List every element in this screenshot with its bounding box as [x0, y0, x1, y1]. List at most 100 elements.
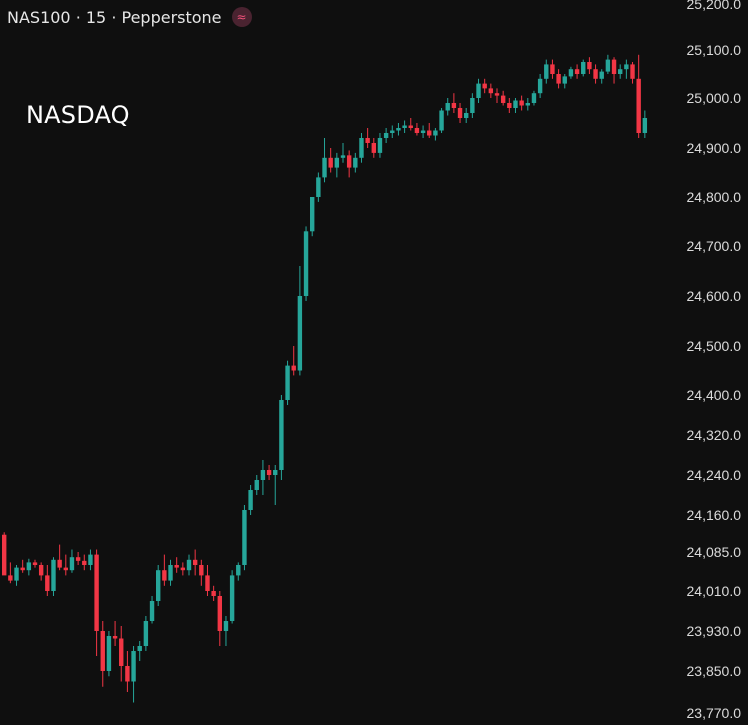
candle[interactable] — [51, 557, 56, 596]
candle[interactable] — [581, 59, 586, 77]
candle[interactable] — [408, 118, 413, 131]
candle[interactable] — [254, 475, 259, 495]
candle[interactable] — [82, 554, 87, 571]
candle[interactable] — [445, 98, 450, 116]
candle[interactable] — [464, 108, 469, 123]
candle[interactable] — [618, 64, 623, 79]
candle[interactable] — [340, 143, 346, 163]
candle[interactable] — [457, 103, 463, 123]
candle[interactable] — [186, 554, 192, 576]
candle[interactable] — [353, 152, 358, 173]
candle[interactable] — [156, 565, 161, 606]
candle[interactable] — [199, 559, 204, 586]
candle[interactable] — [599, 69, 604, 84]
candle[interactable] — [162, 554, 167, 586]
candle[interactable] — [125, 651, 130, 692]
candle[interactable] — [2, 532, 7, 576]
candle[interactable] — [217, 591, 222, 646]
candle[interactable] — [205, 565, 210, 596]
candle[interactable] — [488, 83, 494, 98]
candle[interactable] — [427, 123, 432, 138]
candle[interactable] — [168, 559, 173, 586]
candle[interactable] — [223, 616, 229, 646]
candle[interactable] — [297, 266, 303, 376]
candle[interactable] — [642, 110, 648, 139]
candle[interactable] — [303, 226, 309, 301]
candle[interactable] — [531, 90, 537, 106]
candle[interactable] — [605, 54, 611, 74]
candle[interactable] — [587, 57, 592, 74]
candle[interactable] — [525, 98, 530, 111]
candle[interactable] — [371, 138, 376, 158]
candle[interactable] — [100, 621, 105, 687]
candle[interactable] — [143, 616, 149, 651]
candle[interactable] — [568, 66, 574, 79]
candle[interactable] — [574, 64, 580, 79]
candle[interactable] — [20, 559, 25, 573]
candle[interactable] — [229, 570, 235, 624]
candle[interactable] — [550, 59, 555, 79]
candle[interactable] — [106, 631, 112, 677]
candle[interactable] — [174, 557, 179, 573]
candle[interactable] — [63, 554, 68, 576]
candle[interactable] — [439, 108, 444, 133]
candle[interactable] — [236, 562, 241, 581]
candle[interactable] — [636, 54, 641, 138]
candle[interactable] — [88, 549, 93, 571]
candle[interactable] — [32, 559, 38, 568]
candle[interactable] — [45, 565, 50, 596]
candle[interactable] — [328, 148, 333, 173]
candle[interactable] — [513, 98, 518, 113]
candle[interactable] — [242, 505, 247, 571]
candle[interactable] — [433, 128, 438, 141]
candle[interactable] — [624, 59, 629, 79]
candle[interactable] — [119, 626, 124, 682]
candle[interactable] — [414, 123, 420, 136]
candle[interactable] — [211, 585, 216, 601]
candle[interactable] — [470, 93, 475, 118]
candle[interactable] — [14, 565, 19, 586]
candle[interactable] — [402, 120, 407, 134]
candle[interactable] — [562, 74, 567, 89]
candle[interactable] — [149, 596, 155, 624]
candle[interactable] — [390, 125, 395, 139]
candle[interactable] — [494, 88, 500, 103]
exchange-badge-icon[interactable]: ≈ — [231, 7, 252, 27]
candle[interactable] — [377, 133, 383, 158]
candle[interactable] — [519, 95, 524, 111]
candle[interactable] — [482, 78, 487, 94]
candle[interactable] — [131, 646, 136, 703]
candle[interactable] — [420, 125, 426, 139]
candle[interactable] — [248, 485, 253, 515]
candle[interactable] — [507, 98, 512, 113]
candle[interactable] — [38, 562, 44, 581]
candle[interactable] — [137, 641, 142, 661]
candle[interactable] — [359, 133, 364, 163]
candle[interactable] — [260, 460, 266, 495]
candle[interactable] — [451, 93, 457, 113]
candle[interactable] — [69, 549, 75, 573]
candle[interactable] — [537, 74, 543, 98]
candle[interactable] — [346, 150, 352, 178]
candle[interactable] — [310, 197, 315, 237]
candle[interactable] — [291, 346, 296, 376]
candle[interactable] — [322, 138, 327, 183]
candle[interactable] — [544, 59, 549, 84]
candle[interactable] — [266, 465, 272, 480]
candle[interactable] — [365, 128, 370, 148]
candle[interactable] — [476, 78, 481, 103]
candle[interactable] — [94, 549, 99, 656]
candle[interactable] — [192, 549, 198, 576]
candle[interactable] — [316, 172, 321, 202]
candle[interactable] — [396, 123, 401, 136]
candle[interactable] — [180, 562, 186, 576]
candle[interactable] — [75, 552, 81, 565]
candle[interactable] — [8, 562, 13, 584]
candle[interactable] — [630, 62, 635, 84]
candle[interactable] — [593, 64, 598, 84]
candle[interactable] — [383, 128, 389, 143]
candle[interactable] — [611, 57, 617, 84]
symbol-header[interactable]: NAS100 · 15 · Pepperstone ≈ — [7, 5, 252, 29]
candle[interactable] — [26, 558, 32, 576]
